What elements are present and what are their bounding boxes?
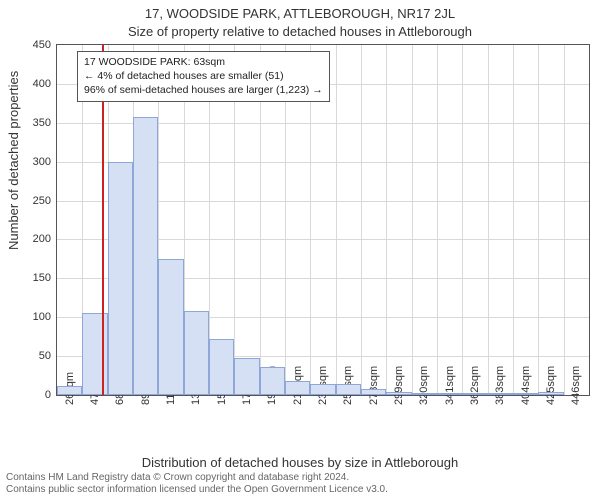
x-tick-label: 383sqm [494, 366, 506, 405]
histogram-bar [260, 367, 285, 395]
y-tick-label: 50 [39, 350, 57, 362]
attribution-line: Contains public sector information licen… [6, 484, 388, 496]
x-tick-label: 320sqm [418, 366, 430, 405]
y-tick-label: 350 [33, 117, 57, 129]
histogram-bar [133, 117, 158, 395]
gridline-v [412, 45, 413, 395]
histogram-bar [412, 393, 437, 395]
histogram-bar [336, 384, 361, 395]
x-tick-label: 404sqm [520, 366, 532, 405]
page-title: 17, WOODSIDE PARK, ATTLEBOROUGH, NR17 2J… [0, 6, 600, 21]
histogram-bar [209, 339, 234, 395]
y-tick-label: 450 [33, 39, 57, 51]
annotation-line: 96% of semi-detached houses are larger (… [84, 83, 323, 97]
histogram-bar [82, 313, 107, 395]
x-tick-label: 341sqm [444, 366, 456, 405]
y-tick-label: 150 [33, 272, 57, 284]
x-tick-label: 425sqm [545, 366, 557, 405]
histogram-bar [108, 162, 133, 395]
gridline-v [538, 45, 539, 395]
histogram-bar [462, 393, 487, 395]
y-tick-label: 300 [33, 156, 57, 168]
y-axis-label: Number of detached properties [6, 71, 21, 250]
annotation-line: 17 WOODSIDE PARK: 63sqm [84, 55, 323, 69]
histogram-bar [234, 358, 259, 395]
annotation-box: 17 WOODSIDE PARK: 63sqm ← 4% of detached… [77, 51, 330, 102]
x-tick-label: 299sqm [393, 366, 405, 405]
attribution-line: Contains HM Land Registry data © Crown c… [6, 472, 388, 484]
chart-plot-area: 05010015020025030035040045026sqm47sqm68s… [56, 44, 590, 396]
histogram-bar [488, 393, 513, 395]
histogram-bar [310, 384, 335, 395]
y-tick-label: 200 [33, 233, 57, 245]
y-tick-label: 0 [45, 389, 57, 401]
gridline-v [462, 45, 463, 395]
histogram-bar [285, 381, 310, 395]
x-tick-label: 362sqm [469, 366, 481, 405]
attribution-footer: Contains HM Land Registry data © Crown c… [6, 472, 388, 496]
histogram-bar [513, 393, 538, 395]
gridline-v [513, 45, 514, 395]
histogram-bar [437, 393, 462, 395]
histogram-bar [57, 386, 82, 395]
annotation-line: ← 4% of detached houses are smaller (51) [84, 69, 323, 83]
y-tick-label: 100 [33, 311, 57, 323]
gridline-v [336, 45, 337, 395]
y-tick-label: 400 [33, 78, 57, 90]
gridline-v [488, 45, 489, 395]
gridline-v [437, 45, 438, 395]
page-subtitle: Size of property relative to detached ho… [0, 24, 600, 39]
x-tick-label: 446sqm [570, 366, 582, 405]
histogram-bar [158, 259, 183, 395]
x-tick-label: 278sqm [368, 366, 380, 405]
gridline-v [361, 45, 362, 395]
histogram-bar [538, 392, 563, 395]
x-axis-label: Distribution of detached houses by size … [0, 455, 600, 470]
histogram-bar [361, 389, 386, 395]
gridline-v [564, 45, 565, 395]
histogram-bar [386, 392, 411, 395]
histogram-bar [184, 311, 209, 395]
y-tick-label: 250 [33, 195, 57, 207]
gridline-v [386, 45, 387, 395]
